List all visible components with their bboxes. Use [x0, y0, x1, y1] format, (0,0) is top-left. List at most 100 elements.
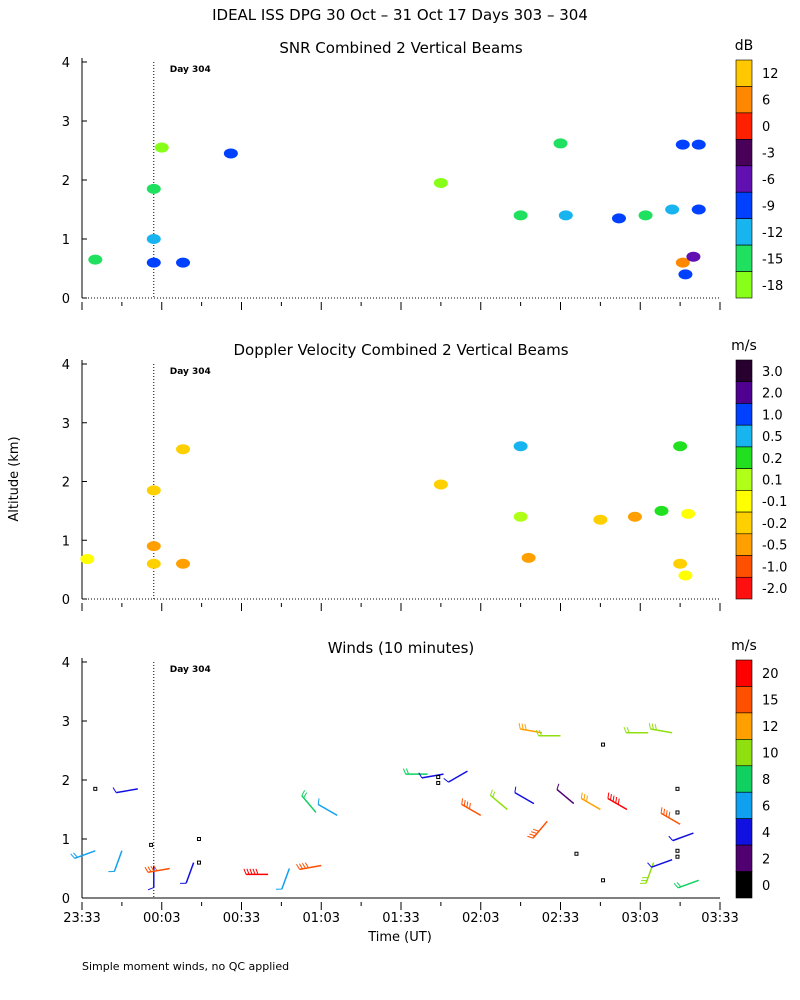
y-tick-label: 0 [62, 892, 70, 907]
calm-marker [675, 848, 680, 853]
echo-cell [678, 570, 693, 581]
wind-barb [607, 797, 628, 811]
colorbar-label: 6 [762, 94, 770, 109]
panel-title: Doppler Velocity Combined 2 Vertical Bea… [233, 341, 568, 359]
wind-barb-flag [647, 862, 652, 868]
colorbar-label: 8 [762, 773, 770, 788]
colorbar-label: -3 [762, 147, 775, 162]
wind-barb-flag [524, 724, 527, 731]
colorbar-label: 0 [762, 120, 770, 135]
colorbar-label: 3.0 [762, 365, 783, 380]
colorbar-label: 2.0 [762, 387, 783, 402]
wind-barb-flag [586, 795, 588, 802]
y-tick-label: 1 [62, 534, 70, 549]
calm-marker [149, 842, 154, 847]
panel-title: Winds (10 minutes) [328, 639, 475, 657]
panel-2: Doppler Velocity Combined 2 Vertical Bea… [62, 338, 787, 611]
wind-barb-flag [73, 852, 78, 858]
colorbar-label: -6 [762, 173, 775, 188]
wind-barb-flag [301, 790, 306, 796]
wind-barb-flag [535, 729, 539, 736]
colorbar-label: 10 [762, 747, 779, 762]
y-tick-label: 3 [62, 115, 70, 130]
wind-barb-flag [529, 833, 536, 837]
wind-barb-flag [626, 727, 630, 733]
wind-barb [74, 850, 96, 860]
wind-barb-flag [665, 810, 668, 817]
calm-marker [436, 775, 441, 780]
echo-cell [558, 210, 573, 221]
wind-barb-flag [468, 802, 471, 809]
y-axis-label: Altitude (km) [7, 436, 22, 521]
y-tick-label: 4 [62, 358, 70, 373]
calm-marker [196, 860, 201, 865]
x-tick-label: 03:03 [622, 911, 659, 926]
y-tick-label: 4 [62, 656, 70, 671]
colorbar-label: -1.0 [762, 560, 787, 575]
echo-cell [665, 204, 680, 215]
wind-barb-flag [610, 793, 612, 801]
wind-barb [185, 862, 195, 884]
x-tick-label: 00:03 [143, 911, 180, 926]
x-tick-label: 02:33 [542, 911, 579, 926]
calm-marker [675, 786, 680, 791]
colorbar-segment [735, 765, 753, 793]
echo-cell [513, 210, 528, 221]
colorbar-unit: m/s [731, 338, 757, 354]
wind-barb-flag [405, 768, 410, 775]
wind-barb-flag [612, 795, 615, 802]
echo-cell [521, 552, 536, 563]
wind-barb-flag [538, 729, 542, 736]
wind-barb [421, 773, 444, 779]
wind-barb-flag [304, 862, 309, 869]
colorbar-segment [735, 490, 753, 513]
colorbar-segment [735, 244, 753, 272]
colorbar-segment [735, 424, 753, 448]
wind-barb-flag [668, 835, 674, 841]
colorbar-label: 0.1 [762, 474, 783, 489]
calm-marker [574, 851, 579, 856]
colorbar-segment [735, 446, 753, 469]
wind-barb-flag [580, 792, 583, 799]
x-tick-label: 23:33 [63, 911, 100, 926]
y-tick-label: 0 [62, 593, 70, 608]
wind-barb [514, 791, 535, 805]
echo-cell [691, 204, 706, 215]
echo-cell [146, 541, 161, 552]
wind-barb-flag [317, 798, 320, 805]
wind-barb-flag [246, 868, 250, 875]
echo-cell [146, 234, 161, 244]
wind-barb-flag [521, 723, 524, 730]
wind-barb [660, 812, 681, 825]
wind-barb-flag [303, 792, 308, 799]
echo-cell [627, 511, 642, 522]
x-tick-label: 02:03 [462, 911, 499, 926]
wind-barb-flag [112, 787, 117, 793]
echo-cell [146, 257, 161, 268]
echo-cell [146, 183, 161, 194]
y-tick-label: 0 [62, 292, 70, 307]
echo-cell [593, 514, 608, 525]
echo-cell [673, 441, 688, 452]
wind-barb-flag [301, 862, 306, 869]
wind-barb-flag [490, 789, 493, 796]
echo-cell [691, 139, 706, 150]
panel-title: SNR Combined 2 Vertical Beams [279, 39, 522, 57]
wind-barb-flag [583, 793, 586, 801]
calm-marker [196, 837, 201, 841]
colorbar-segment [735, 59, 753, 87]
colorbar-segment [735, 871, 753, 899]
colorbar-segment [735, 191, 753, 219]
echo-cell [654, 505, 669, 516]
y-tick-label: 1 [62, 233, 70, 248]
echo-cell [513, 441, 528, 452]
wind-barb-flag [296, 863, 301, 870]
calm-marker [675, 810, 680, 815]
colorbar-segment [735, 712, 753, 740]
echo-cell [686, 251, 701, 262]
echo-cell [433, 479, 448, 490]
wind-barb-flag [298, 863, 303, 870]
wind-barb-flag [654, 724, 657, 731]
